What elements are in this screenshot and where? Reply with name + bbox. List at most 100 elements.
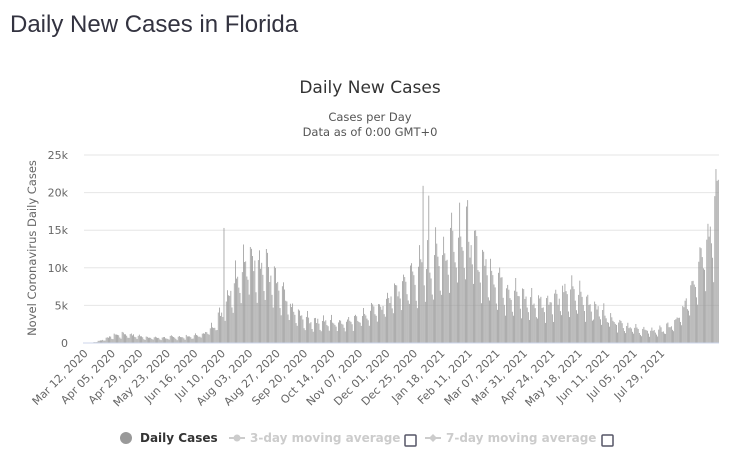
bar[interactable] — [248, 294, 250, 343]
bar[interactable] — [596, 309, 598, 343]
bar[interactable] — [656, 334, 657, 343]
bar[interactable] — [372, 304, 374, 343]
bar[interactable] — [672, 329, 673, 343]
bar[interactable] — [486, 275, 488, 343]
legend-item-daily-cases[interactable]: Daily Cases — [120, 431, 218, 445]
bar[interactable] — [414, 284, 416, 343]
bar[interactable] — [678, 317, 680, 343]
bar[interactable] — [206, 332, 208, 343]
bar[interactable] — [101, 340, 102, 343]
bar[interactable] — [125, 334, 126, 343]
bar[interactable] — [503, 304, 505, 343]
bar[interactable] — [180, 337, 181, 343]
bar[interactable] — [403, 274, 405, 343]
bar[interactable] — [166, 338, 168, 343]
bar[interactable] — [370, 310, 371, 343]
bar[interactable] — [135, 337, 137, 343]
bar[interactable] — [670, 326, 672, 343]
legend-item-7day[interactable]: 7-day moving average — [425, 431, 596, 445]
bar[interactable] — [432, 299, 434, 343]
bar[interactable] — [698, 261, 700, 343]
bar[interactable] — [159, 339, 161, 343]
bar[interactable] — [170, 335, 172, 343]
bar[interactable] — [516, 291, 518, 343]
bar[interactable] — [191, 338, 193, 343]
bar[interactable] — [439, 290, 441, 343]
bar[interactable] — [418, 266, 419, 343]
bar[interactable] — [667, 322, 669, 343]
bar[interactable] — [588, 305, 590, 343]
bar[interactable] — [676, 317, 678, 343]
bar[interactable] — [702, 268, 704, 343]
bar[interactable] — [571, 275, 573, 343]
bar[interactable] — [217, 312, 219, 343]
bar[interactable] — [637, 328, 639, 343]
bar[interactable] — [629, 327, 631, 343]
bar[interactable] — [177, 336, 179, 343]
bar[interactable] — [447, 274, 449, 343]
bar[interactable] — [121, 331, 123, 343]
bar[interactable] — [328, 330, 330, 343]
bar[interactable] — [706, 239, 708, 343]
bar[interactable] — [350, 321, 352, 343]
bar[interactable] — [253, 271, 255, 343]
bar[interactable] — [308, 317, 310, 343]
bar[interactable] — [526, 307, 528, 343]
bar[interactable] — [484, 265, 486, 343]
bar[interactable] — [609, 326, 610, 343]
bar[interactable] — [316, 323, 318, 343]
bar[interactable] — [371, 302, 372, 343]
bar[interactable] — [387, 292, 388, 343]
bar[interactable] — [360, 325, 362, 343]
bar[interactable] — [410, 265, 411, 343]
bar[interactable] — [635, 324, 637, 343]
bar[interactable] — [604, 315, 606, 343]
bar[interactable] — [577, 313, 578, 343]
bar[interactable] — [527, 312, 529, 343]
bar[interactable] — [292, 303, 294, 344]
bar[interactable] — [481, 303, 482, 343]
bar[interactable] — [453, 251, 455, 343]
bar[interactable] — [693, 284, 695, 343]
bar[interactable] — [122, 332, 124, 343]
bar[interactable] — [136, 339, 138, 343]
bar[interactable] — [175, 338, 177, 343]
bar[interactable] — [704, 269, 705, 343]
bar[interactable] — [548, 304, 550, 343]
bar[interactable] — [572, 286, 574, 343]
bar[interactable] — [321, 320, 323, 343]
bar[interactable] — [334, 324, 336, 343]
bar[interactable] — [565, 291, 567, 343]
bar[interactable] — [452, 230, 454, 343]
bar[interactable] — [268, 267, 269, 343]
bar[interactable] — [205, 331, 207, 343]
bar[interactable] — [98, 340, 100, 343]
bar[interactable] — [525, 296, 527, 343]
bar[interactable] — [307, 310, 308, 343]
bar[interactable] — [688, 310, 689, 343]
bar[interactable] — [622, 328, 624, 343]
bar[interactable] — [625, 333, 626, 343]
bar[interactable] — [229, 295, 231, 343]
bar[interactable] — [201, 333, 203, 343]
bar[interactable] — [451, 212, 453, 343]
bar[interactable] — [283, 282, 284, 343]
bar[interactable] — [420, 259, 422, 343]
bar[interactable] — [602, 310, 604, 343]
bar[interactable] — [246, 276, 248, 343]
bar[interactable] — [183, 338, 185, 343]
bar[interactable] — [358, 321, 360, 343]
bar[interactable] — [461, 247, 463, 343]
bar[interactable] — [661, 331, 663, 343]
bar[interactable] — [470, 245, 472, 343]
bar[interactable] — [422, 185, 424, 343]
bar[interactable] — [454, 262, 456, 343]
bar[interactable] — [379, 304, 380, 343]
bar[interactable] — [569, 317, 570, 343]
bar[interactable] — [443, 236, 445, 343]
bar[interactable] — [237, 276, 239, 343]
bar[interactable] — [286, 301, 288, 343]
bar[interactable] — [523, 289, 525, 343]
bar[interactable] — [673, 331, 675, 343]
bar[interactable] — [501, 277, 503, 343]
